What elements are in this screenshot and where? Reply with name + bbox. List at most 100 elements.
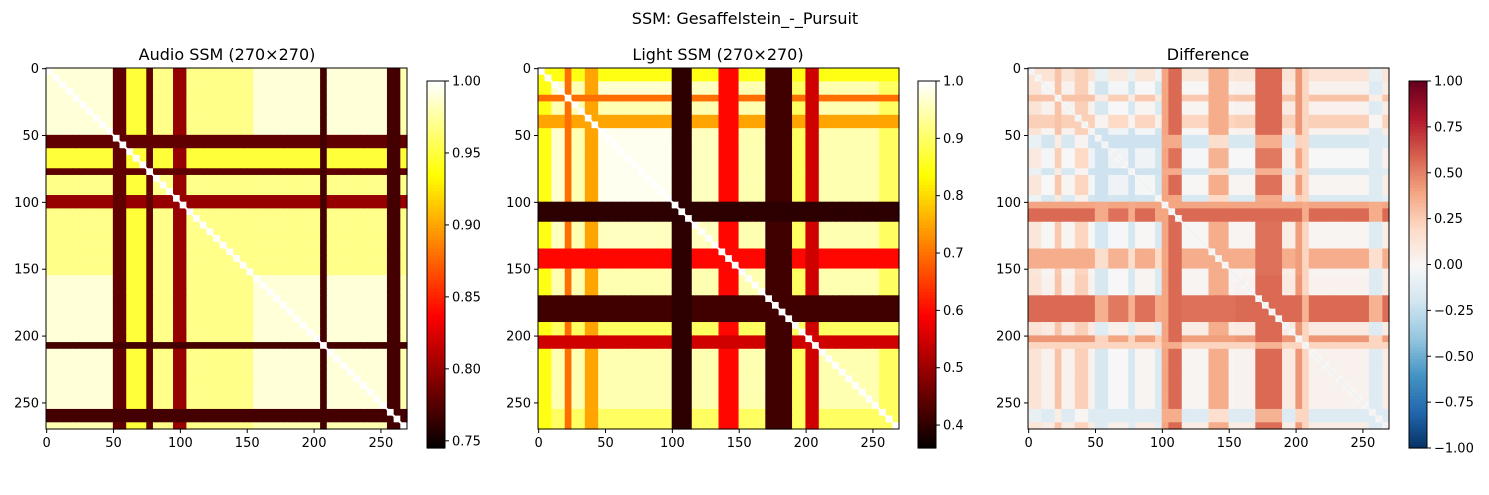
heatmap-cell	[393, 101, 401, 109]
heatmap-cell	[858, 288, 867, 296]
heatmap-cell	[685, 74, 693, 82]
heatmap-cell	[79, 395, 87, 403]
heatmap-cell	[718, 181, 726, 189]
heatmap-cell	[832, 228, 840, 236]
heatmap-cell	[832, 168, 840, 176]
heatmap-cell	[578, 275, 586, 283]
heatmap-cell	[52, 322, 60, 330]
heatmap-cell	[340, 315, 348, 323]
heatmap-cell	[266, 188, 274, 196]
heatmap-cell	[79, 88, 87, 96]
heatmap-cell	[618, 235, 626, 243]
heatmap-cell	[273, 261, 281, 270]
heatmap-cell	[86, 422, 94, 430]
heatmap-cell	[333, 382, 341, 390]
heatmap-cell	[246, 221, 254, 230]
heatmap-cell	[651, 174, 659, 183]
heatmap-cell	[313, 315, 321, 323]
heatmap-cell	[132, 382, 141, 390]
heatmap-cell	[832, 154, 840, 163]
heatmap-cell	[731, 181, 740, 189]
colorbar-segment	[427, 423, 445, 428]
heatmap-cell	[544, 248, 552, 256]
heatmap-cell	[132, 348, 141, 357]
heatmap-cell	[273, 301, 281, 310]
heatmap-cell	[731, 195, 740, 203]
heatmap-cell	[66, 355, 74, 363]
audio-ssm-heatmap	[45, 67, 408, 430]
heatmap-cell	[551, 181, 559, 189]
heatmap-cell	[564, 201, 573, 209]
heatmap-cell	[838, 268, 847, 276]
heatmap-cell	[671, 241, 679, 250]
heatmap-cell	[132, 288, 141, 296]
heatmap-cell	[246, 228, 254, 236]
heatmap-cell	[380, 301, 388, 310]
heatmap-cell	[584, 221, 593, 230]
heatmap-cell	[320, 261, 328, 270]
heatmap-cell	[239, 128, 248, 136]
heatmap-cell	[393, 388, 401, 397]
heatmap-cell	[226, 355, 234, 363]
heatmap-cell	[584, 215, 593, 223]
heatmap-cell	[725, 134, 733, 143]
heatmap-cell	[313, 308, 321, 316]
y-tick-label: 100	[14, 196, 39, 211]
heatmap-cell	[306, 295, 315, 303]
heatmap-cell	[72, 308, 81, 316]
heatmap-cell	[685, 195, 693, 203]
heatmap-cell	[832, 208, 840, 216]
heatmap-cell	[360, 408, 368, 417]
heatmap-cell	[333, 181, 341, 189]
heatmap-cell	[52, 275, 60, 283]
heatmap-cell	[340, 128, 348, 136]
heatmap-cell	[46, 248, 54, 256]
heatmap-cell	[132, 74, 141, 82]
heatmap-cell	[246, 415, 254, 423]
heatmap-cell	[558, 261, 566, 270]
heatmap-cell	[380, 375, 388, 383]
heatmap-cell	[233, 181, 241, 189]
heatmap-cell	[213, 382, 221, 390]
heatmap-cell	[293, 121, 301, 129]
heatmap-cell	[591, 134, 599, 143]
heatmap-cell	[52, 235, 60, 243]
heatmap-cell	[166, 281, 174, 290]
heatmap-cell	[644, 255, 653, 263]
heatmap-cell	[631, 195, 639, 203]
heatmap-cell	[306, 134, 315, 143]
heatmap-cell	[173, 181, 181, 189]
heatmap-cell	[551, 201, 559, 209]
heatmap-cell	[400, 74, 408, 82]
heatmap-cell	[159, 134, 167, 143]
heatmap-cell	[611, 215, 619, 223]
heatmap-cell	[179, 228, 187, 236]
heatmap-cell	[173, 114, 181, 123]
heatmap-cell	[751, 208, 760, 216]
heatmap-cell	[199, 388, 208, 397]
heatmap-cell	[651, 248, 659, 256]
heatmap-cell	[66, 275, 74, 283]
heatmap-cell	[400, 342, 408, 350]
heatmap-cell	[326, 101, 335, 109]
heatmap-cell	[771, 101, 780, 109]
heatmap-cell	[691, 174, 700, 183]
heatmap-cell	[393, 261, 401, 270]
heatmap-cell	[126, 368, 134, 377]
heatmap-cell	[213, 94, 221, 103]
heatmap-cell	[159, 148, 167, 156]
heatmap-cell	[320, 315, 328, 323]
heatmap-cell	[618, 281, 626, 290]
colorbar-tick-label: 0.75	[452, 434, 481, 449]
heatmap-cell	[892, 221, 900, 230]
heatmap-cell	[206, 181, 214, 189]
heatmap-cell	[818, 228, 827, 236]
heatmap-cell	[711, 174, 720, 183]
heatmap-cell	[126, 308, 134, 316]
heatmap-cell	[785, 121, 793, 129]
heatmap-cell	[604, 188, 613, 196]
heatmap-cell	[166, 174, 174, 183]
heatmap-cell	[79, 255, 87, 263]
heatmap-cell	[306, 275, 315, 283]
heatmap-cell	[792, 268, 800, 276]
